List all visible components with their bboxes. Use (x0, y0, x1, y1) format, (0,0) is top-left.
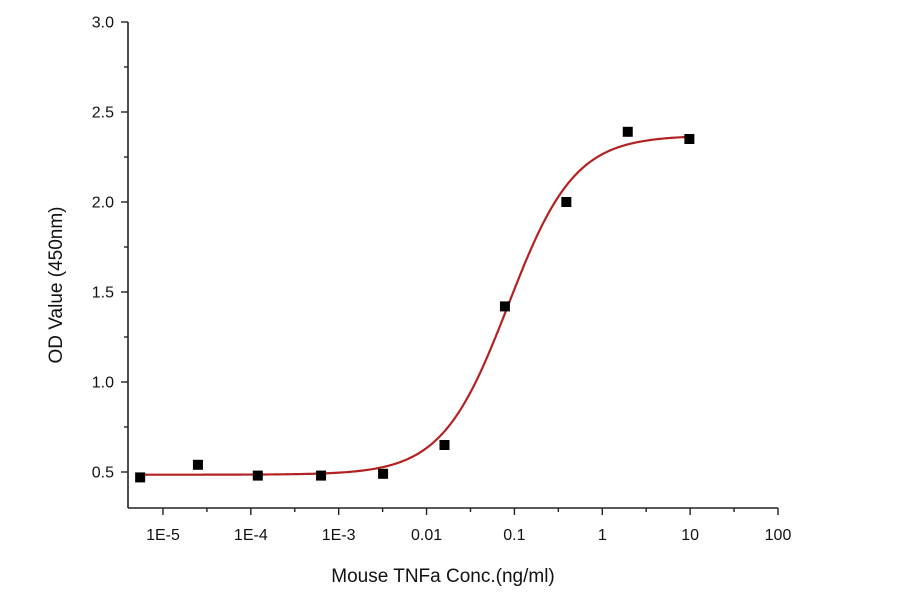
x-axis-ticks: 1E-5 1E-4 1E-3 0.01 0.1 1 10 100 (146, 508, 791, 544)
y-tick-label: 0.5 (92, 465, 114, 482)
data-point-marker (439, 440, 450, 450)
y-tick-label: 1.0 (92, 375, 114, 392)
data-point-marker (561, 197, 572, 207)
fit-curve (140, 135, 690, 476)
x-tick-label: 1 (598, 527, 607, 544)
x-tick-label: 1E-4 (234, 527, 268, 544)
x-tick-label: 10 (681, 527, 699, 544)
x-tick-label: 1E-5 (146, 527, 180, 544)
data-point-marker (622, 126, 633, 137)
data-points (135, 126, 695, 483)
data-point-marker (316, 470, 327, 481)
y-tick-label: 3.0 (92, 15, 114, 32)
y-tick-label: 2.0 (92, 195, 114, 212)
x-tick-label: 0.1 (503, 527, 525, 544)
y-axis-ticks: 0.5 1.0 1.5 2.0 2.5 3.0 (92, 15, 128, 482)
y-tick-label: 1.5 (92, 285, 114, 302)
x-tick-label: 0.01 (411, 527, 442, 544)
y-tick-label: 2.5 (92, 105, 114, 122)
data-point-marker (499, 301, 510, 312)
axes (127, 22, 778, 509)
data-point-marker (378, 468, 389, 479)
x-axis-title: Mouse TNFa Conc.(ng/ml) (331, 566, 555, 587)
data-point-marker (135, 472, 146, 483)
x-tick-label: 1E-3 (322, 527, 356, 544)
data-point-marker (252, 470, 263, 481)
data-point-marker (192, 459, 203, 470)
x-tick-label: 100 (765, 527, 792, 544)
data-point-marker (684, 134, 695, 144)
y-axis-title: OD Value (450nm) (46, 207, 67, 364)
